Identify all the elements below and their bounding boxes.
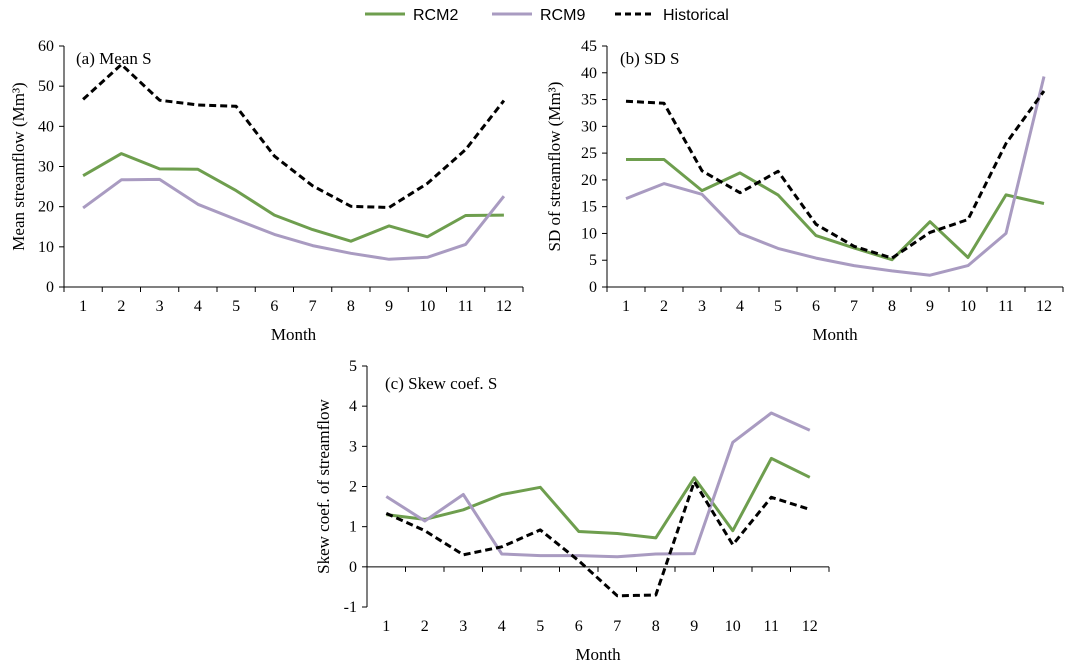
y-tick-label: 40 xyxy=(38,118,54,135)
x-tick-label: 9 xyxy=(926,298,934,315)
x-tick-label: 8 xyxy=(888,298,896,315)
y-tick-label: 15 xyxy=(581,199,597,216)
y-axis-label: Mean streamflow (Mm³) xyxy=(9,82,28,250)
x-tick-label: 5 xyxy=(536,618,544,635)
x-tick-label: 3 xyxy=(459,618,467,635)
y-tick-label: 10 xyxy=(38,239,54,256)
x-tick-label: 9 xyxy=(690,618,698,635)
x-tick-label: 7 xyxy=(613,618,621,635)
x-tick-label: 9 xyxy=(385,298,393,315)
y-tick-label: 60 xyxy=(38,38,54,55)
x-tick-label: 1 xyxy=(622,298,630,315)
x-tick-label: 4 xyxy=(736,298,744,315)
y-tick-label: 5 xyxy=(349,358,357,375)
y-tick-label: 20 xyxy=(38,199,54,216)
y-tick-label: 0 xyxy=(46,279,54,296)
series-line-historical xyxy=(82,63,506,209)
y-tick-label: 5 xyxy=(589,252,597,269)
series-line-rcm9 xyxy=(385,411,811,559)
series-line-rcm2 xyxy=(82,152,504,243)
x-tick-label: 1 xyxy=(79,298,87,315)
x-tick-label: 6 xyxy=(270,298,278,315)
x-tick-label: 8 xyxy=(347,298,355,315)
y-tick-label: 2 xyxy=(349,479,357,496)
series-line-rcm2 xyxy=(386,456,811,540)
y-tick-label: 35 xyxy=(581,92,597,109)
x-tick-label: 8 xyxy=(652,618,660,635)
y-tick-label: 50 xyxy=(38,78,54,95)
x-tick-label: 3 xyxy=(156,298,164,315)
legend-label-rcm9: RCM9 xyxy=(540,7,585,24)
x-tick-label: 11 xyxy=(458,298,473,315)
y-tick-label: 20 xyxy=(581,172,597,189)
y-tick-label: 3 xyxy=(349,438,357,455)
y-tick-label: 25 xyxy=(581,145,597,162)
x-tick-label: 1 xyxy=(382,618,390,635)
panel-title: (c) Skew coef. S xyxy=(385,374,497,393)
x-tick-label: 2 xyxy=(660,298,668,315)
y-tick-label: -1 xyxy=(344,599,357,616)
x-tick-label: 10 xyxy=(960,298,976,315)
x-tick-label: 11 xyxy=(764,618,779,635)
y-tick-label: 1 xyxy=(349,519,357,536)
x-tick-label: 6 xyxy=(812,298,820,315)
y-tick-label: 30 xyxy=(581,118,597,135)
x-tick-label: 2 xyxy=(421,618,429,635)
x-axis-label: Month xyxy=(271,325,317,344)
x-axis-label: Month xyxy=(575,645,621,664)
series-line-historical xyxy=(625,90,1046,260)
x-tick-label: 12 xyxy=(802,618,818,635)
panel-title: (a) Mean S xyxy=(76,49,152,68)
series-line-rcm2 xyxy=(626,158,1045,262)
y-tick-label: 40 xyxy=(581,65,597,82)
x-tick-label: 10 xyxy=(419,298,435,315)
x-tick-label: 4 xyxy=(498,618,506,635)
legend-label-rcm2: RCM2 xyxy=(413,7,458,24)
series-line-rcm9 xyxy=(82,177,506,261)
x-tick-label: 7 xyxy=(309,298,317,315)
y-axis-label: Skew coef. of streamflow xyxy=(314,398,333,573)
y-axis-label: SD of streamflow (Mm³) xyxy=(545,82,564,252)
x-tick-label: 5 xyxy=(774,298,782,315)
y-tick-label: 45 xyxy=(581,38,597,55)
y-tick-label: 0 xyxy=(589,279,597,296)
x-tick-label: 4 xyxy=(194,298,202,315)
x-tick-label: 7 xyxy=(850,298,858,315)
series-line-rcm9 xyxy=(625,76,1046,277)
series-line-historical xyxy=(385,480,811,598)
x-axis-label: Month xyxy=(812,325,858,344)
x-tick-label: 5 xyxy=(232,298,240,315)
x-tick-label: 10 xyxy=(725,618,741,635)
panel-title: (b) SD S xyxy=(620,49,680,68)
x-tick-label: 3 xyxy=(698,298,706,315)
legend: RCM2 RCM9 Historical xyxy=(365,7,729,24)
y-tick-label: 0 xyxy=(349,559,357,576)
y-tick-label: 10 xyxy=(581,225,597,242)
y-tick-label: 4 xyxy=(349,398,357,415)
x-tick-label: 12 xyxy=(1036,298,1052,315)
x-tick-label: 2 xyxy=(117,298,125,315)
x-tick-label: 12 xyxy=(496,298,512,315)
y-tick-label: 30 xyxy=(38,159,54,176)
legend-label-historical: Historical xyxy=(663,7,729,24)
x-tick-label: 6 xyxy=(575,618,583,635)
x-tick-label: 11 xyxy=(998,298,1013,315)
